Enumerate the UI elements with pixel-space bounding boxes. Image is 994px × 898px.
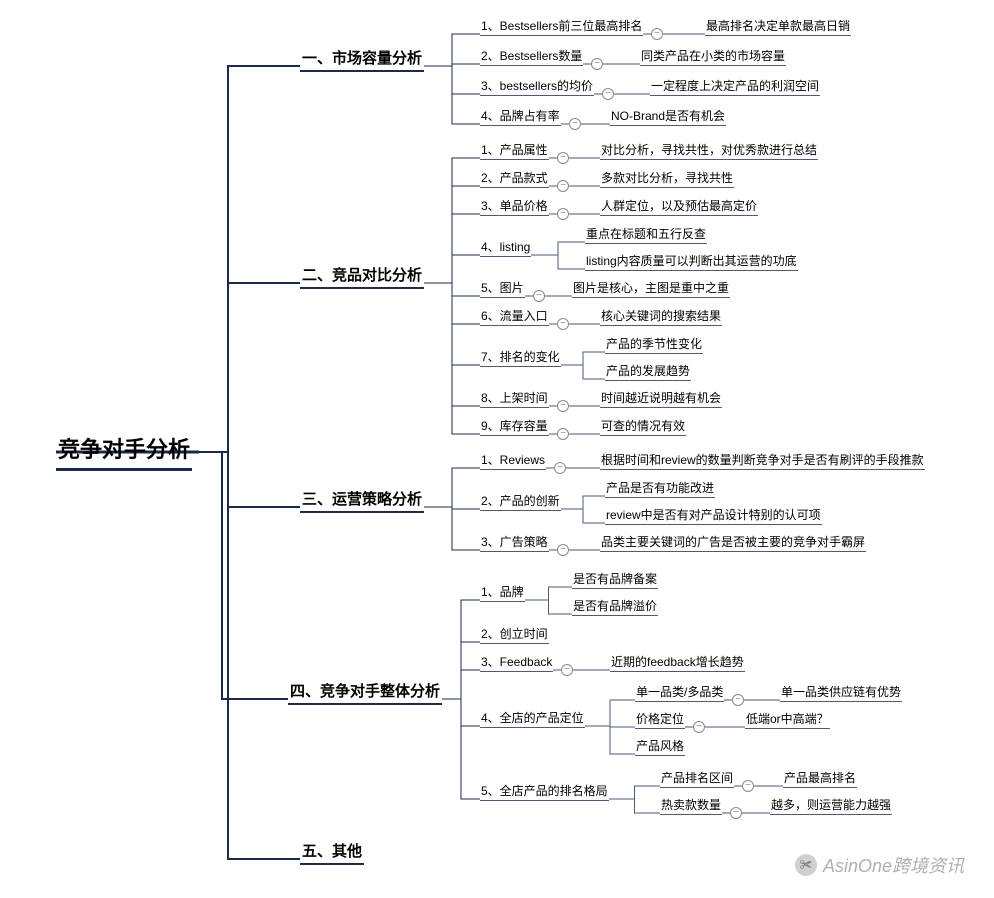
collapse-icon[interactable]: − [557, 208, 569, 220]
leaf-node: 3、Feedback [480, 652, 553, 672]
leaf-node: 4、listing [480, 237, 531, 257]
collapse-icon[interactable]: − [651, 28, 663, 40]
root-node: 竞争对手分析 [56, 428, 192, 471]
sub-node: 产品的季节性变化 [605, 334, 703, 354]
collapse-icon[interactable]: − [557, 152, 569, 164]
detail-node: 多款对比分析，寻找共性 [600, 168, 734, 188]
sub-node: 热卖款数量 [660, 795, 722, 815]
leaf-node: 5、图片 [480, 278, 525, 298]
leaf-node: 1、Bestsellers前三位最高排名 [480, 16, 643, 36]
sub-detail-node: 单一品类供应链有优势 [780, 682, 902, 702]
detail-node: 核心关键词的搜索结果 [600, 306, 722, 326]
collapse-icon[interactable]: − [557, 428, 569, 440]
leaf-node: 6、流量入口 [480, 306, 549, 326]
leaf-node: 1、产品属性 [480, 140, 549, 160]
watermark: ✀ AsinOne跨境资讯 [795, 852, 964, 878]
leaf-node: 2、Bestsellers数量 [480, 46, 583, 66]
collapse-icon[interactable]: − [742, 780, 754, 792]
branch-node: 一、市场容量分析 [300, 45, 424, 72]
collapse-icon[interactable]: − [730, 807, 742, 819]
wechat-icon: ✀ [795, 854, 817, 876]
leaf-node: 2、产品的创新 [480, 491, 561, 511]
branch-node: 三、运营策略分析 [300, 486, 424, 513]
branch-node: 四、竞争对手整体分析 [288, 678, 442, 705]
sub-node: 单一品类/多品类 [635, 682, 724, 702]
sub-detail-node: 产品最高排名 [783, 768, 857, 788]
leaf-node: 1、Reviews [480, 450, 546, 470]
leaf-node: 4、全店的产品定位 [480, 708, 585, 728]
detail-node: NO-Brand是否有机会 [610, 106, 726, 126]
leaf-node: 8、上架时间 [480, 388, 549, 408]
watermark-text: AsinOne跨境资讯 [823, 852, 964, 878]
sub-node: 重点在标题和五行反查 [585, 224, 707, 244]
collapse-icon[interactable]: − [557, 400, 569, 412]
collapse-icon[interactable]: − [732, 694, 744, 706]
detail-node: 时间越近说明越有机会 [600, 388, 722, 408]
collapse-icon[interactable]: − [557, 318, 569, 330]
leaf-node: 5、全店产品的排名格局 [480, 781, 609, 801]
collapse-icon[interactable]: − [533, 290, 545, 302]
leaf-node: 1、品牌 [480, 582, 525, 602]
sub-detail-node: 越多，则运营能力越强 [770, 795, 892, 815]
leaf-node: 3、广告策略 [480, 532, 549, 552]
sub-node: 产品排名区间 [660, 768, 734, 788]
detail-node: 根据时间和review的数量判断竞争对手是否有刷评的手段推款 [600, 450, 925, 470]
detail-node: 对比分析，寻找共性，对优秀款进行总结 [600, 140, 818, 160]
sub-node: 价格定位 [635, 709, 685, 729]
sub-node: 是否有品牌溢价 [572, 596, 658, 616]
detail-node: 可查的情况有效 [600, 416, 686, 436]
collapse-icon[interactable]: − [557, 544, 569, 556]
sub-node: 是否有品牌备案 [572, 569, 658, 589]
collapse-icon[interactable]: − [557, 180, 569, 192]
leaf-node: 9、库存容量 [480, 416, 549, 436]
detail-node: 最高排名决定单款最高日销 [705, 16, 851, 36]
leaf-node: 7、排名的变化 [480, 347, 561, 367]
sub-node: listing内容质量可以判断出其运营的功底 [585, 251, 798, 271]
sub-node: review中是否有对产品设计特别的认可项 [605, 505, 822, 525]
sub-node: 产品的发展趋势 [605, 361, 691, 381]
collapse-icon[interactable]: − [602, 88, 614, 100]
sub-detail-node: 低端or中高端？ [745, 709, 830, 729]
detail-node: 品类主要关键词的广告是否被主要的竞争对手霸屏 [600, 532, 866, 552]
branch-node: 二、竞品对比分析 [300, 262, 424, 289]
collapse-icon[interactable]: − [591, 58, 603, 70]
collapse-icon[interactable]: − [693, 721, 705, 733]
sub-node: 产品是否有功能改进 [605, 478, 715, 498]
collapse-icon[interactable]: − [561, 664, 573, 676]
collapse-icon[interactable]: − [554, 462, 566, 474]
detail-node: 近期的feedback增长趋势 [610, 652, 745, 672]
leaf-node: 3、单品价格 [480, 196, 549, 216]
detail-node: 人群定位，以及预估最高定价 [600, 196, 758, 216]
leaf-node: 4、品牌占有率 [480, 106, 561, 126]
leaf-node: 2、创立时间 [480, 624, 549, 644]
sub-node: 产品风格 [635, 736, 685, 756]
leaf-node: 2、产品款式 [480, 168, 549, 188]
collapse-icon[interactable]: − [569, 118, 581, 130]
branch-node: 五、其他 [300, 838, 364, 865]
detail-node: 图片是核心，主图是重中之重 [572, 278, 730, 298]
detail-node: 一定程度上决定产品的利润空间 [650, 76, 820, 96]
leaf-node: 3、bestsellers的均价 [480, 76, 594, 96]
detail-node: 同类产品在小类的市场容量 [640, 46, 786, 66]
